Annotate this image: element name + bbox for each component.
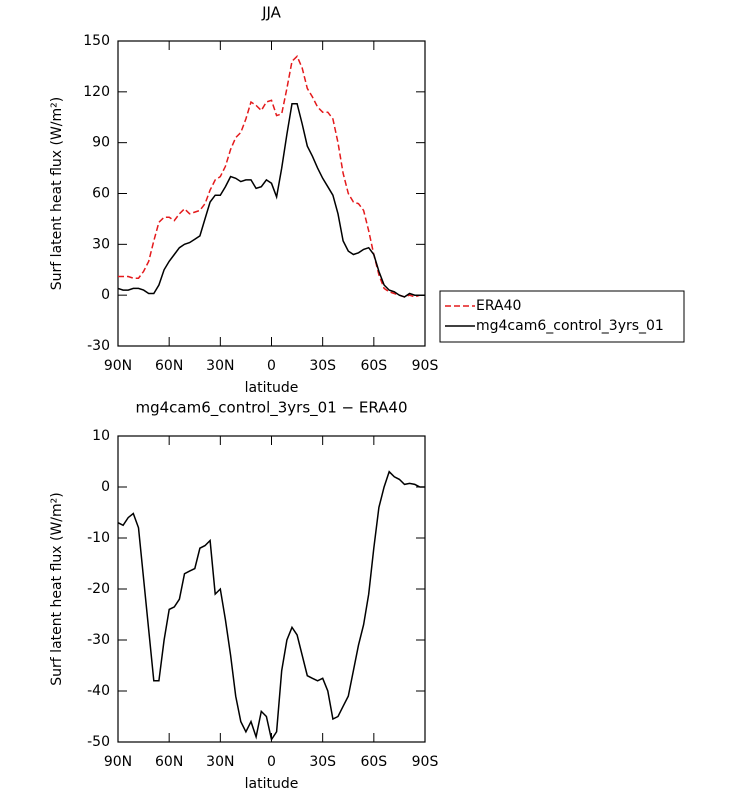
x-tick-label: 60N — [155, 358, 183, 374]
plot-frame — [117, 435, 426, 743]
chart-title: mg4cam6_control_3yrs_01 − ERA40 — [136, 399, 408, 418]
y-tick-label: -30 — [87, 338, 110, 354]
legend-frame — [439, 290, 685, 343]
data-line — [117, 102, 425, 298]
chart: mg4cam6_control_3yrs_01 − ERA40 latitude S… — [49, 399, 438, 793]
y-tick-label: -10 — [87, 530, 110, 546]
data-line — [117, 470, 425, 742]
x-tick-label: 90S — [412, 358, 439, 374]
y-tick-label: 90 — [92, 135, 110, 151]
x-tick-label: 60N — [155, 754, 183, 770]
x-tick-label: 60S — [360, 358, 387, 374]
plot-frame — [117, 40, 426, 347]
y-axis-label: Surf latent heat flux (W/m²) — [49, 97, 65, 290]
y-tick-label: 120 — [83, 84, 110, 100]
y-axis-label: Surf latent heat flux (W/m²) — [49, 492, 65, 685]
y-tick-label: -20 — [87, 581, 110, 597]
x-tick-label: 90N — [104, 754, 132, 770]
x-tick-label: 0 — [267, 754, 276, 770]
y-tick-label: 150 — [83, 33, 110, 49]
y-tick-label: -40 — [87, 683, 110, 699]
y-tick-label: 0 — [101, 287, 110, 303]
data-line — [118, 54, 425, 298]
legend-label: mg4cam6_control_3yrs_01 — [476, 318, 664, 334]
y-tick-label: 60 — [92, 186, 110, 202]
x-tick-label: 60S — [360, 754, 387, 770]
x-tick-label: 30S — [309, 754, 336, 770]
chart: JJA latitude Surf latent heat flux (W/m²) 1… — [49, 4, 685, 396]
x-tick-label: 0 — [267, 358, 276, 374]
y-tick-label: 30 — [92, 236, 110, 252]
y-tick-label: -50 — [87, 734, 110, 750]
x-tick-label: 30N — [206, 358, 234, 374]
y-tick-label: 10 — [92, 428, 110, 444]
y-tick-label: -30 — [87, 632, 110, 648]
x-tick-label: 90N — [104, 358, 132, 374]
x-axis-label: latitude — [245, 776, 299, 792]
legend: ERA40 mg4cam6_control_3yrs_01 — [439, 290, 685, 343]
x-axis-label: latitude — [245, 380, 299, 396]
x-tick-label: 30N — [206, 754, 234, 770]
x-tick-label: 30S — [309, 358, 336, 374]
chart-title: JJA — [261, 4, 282, 22]
legend-label: ERA40 — [476, 298, 521, 314]
y-tick-label: 0 — [101, 479, 110, 495]
x-tick-label: 90S — [412, 754, 439, 770]
